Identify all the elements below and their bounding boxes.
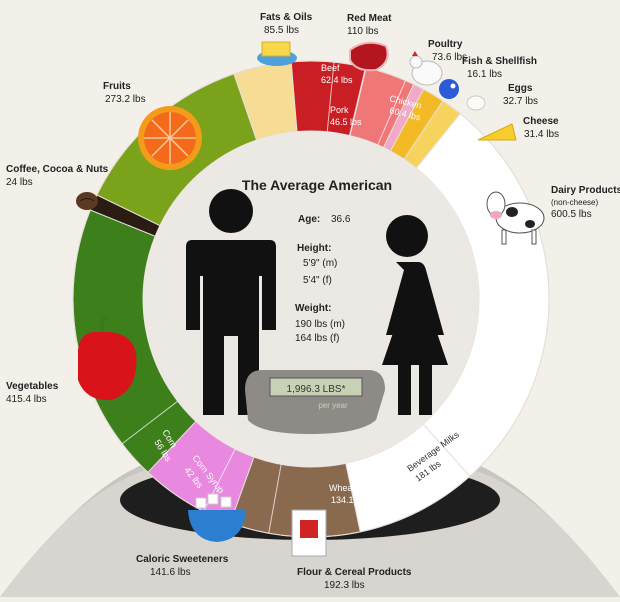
- scale-display: [245, 370, 385, 434]
- age-label: Age:: [298, 214, 320, 225]
- value-pork: 46.5 lbs: [330, 117, 362, 127]
- label-fats-oils: Fats & Oils: [260, 12, 313, 23]
- value-poultry: 73.6 lbs: [432, 52, 467, 63]
- label-flour-cereal: Flour & Cereal Products: [297, 567, 412, 578]
- label-cheese: Cheese: [523, 116, 559, 127]
- value-cheese: 31.4 lbs: [524, 129, 559, 140]
- label-coffee: Coffee, Cocoa & Nuts: [6, 164, 109, 175]
- fish-icon: [439, 79, 459, 99]
- label-fish-shellfish: Fish & Shellfish: [462, 56, 537, 67]
- cow-icon: [486, 191, 545, 245]
- label-eggs: Eggs: [508, 83, 533, 94]
- red-meat-icon: [349, 41, 389, 72]
- label-dairy: Dairy Products: [551, 185, 620, 196]
- sugar-bowl-icon: [188, 493, 246, 542]
- sub-divider-pork: [348, 67, 366, 136]
- label-dairy-sub: (non-cheese): [551, 198, 598, 207]
- cheese-icon: [477, 123, 517, 141]
- sub-divider-beef: [326, 62, 335, 132]
- male-figure-icon: [186, 189, 276, 415]
- age-value: 36.6: [331, 214, 351, 225]
- value-vegetables: 415.4 lbs: [6, 394, 47, 405]
- outer-labels: Fats & Oils 85.5 lbs Red Meat 110 lbs Po…: [6, 12, 620, 591]
- value-flour-cereal: 192.3 lbs: [324, 580, 365, 591]
- value-red-meat: 110 lbs: [347, 26, 379, 37]
- height-female: 5'4" (f): [303, 275, 332, 286]
- chart-title: The Average American: [242, 177, 392, 193]
- weight-male: 190 lbs (m): [295, 319, 345, 330]
- flour-bag-icon: [291, 509, 327, 557]
- value-dairy: 600.5 lbs: [551, 209, 592, 220]
- label-wheat-flour: Wheat flour: [329, 483, 375, 493]
- weight-female: 164 lbs (f): [295, 333, 339, 344]
- label-pork: Pork: [330, 105, 349, 115]
- value-coffee: 24 lbs: [6, 177, 33, 188]
- value-fruits: 273.2 lbs: [105, 94, 146, 105]
- label-vegetables: Vegetables: [6, 381, 59, 392]
- weight-label: Weight:: [295, 303, 331, 314]
- label-beef: Beef: [321, 63, 340, 73]
- pepper-icon: [78, 314, 137, 401]
- label-poultry: Poultry: [428, 39, 463, 50]
- value-sweeteners: 141.6 lbs: [150, 567, 191, 578]
- height-male: 5'9" (m): [303, 258, 337, 269]
- value-beef: 62.4 lbs: [321, 75, 353, 85]
- sub-slices-group: [121, 62, 406, 534]
- label-red-meat: Red Meat: [347, 13, 392, 24]
- label-sweeteners: Caloric Sweeteners: [136, 554, 229, 565]
- coffee-bean-icon: [76, 192, 98, 210]
- value-fish-shellfish: 16.1 lbs: [467, 69, 502, 80]
- butter-icon: [257, 41, 297, 66]
- female-figure-icon: [382, 215, 448, 415]
- sub-divider-wheat-flour: [268, 464, 282, 534]
- orange-icon: [138, 106, 202, 170]
- sub-divider-chicken: [377, 80, 406, 146]
- sub-divider-corn: [121, 400, 178, 445]
- value-fats-oils: 85.5 lbs: [264, 25, 299, 36]
- value-wheat-flour: 134.1 lbs: [331, 495, 368, 505]
- egg-icon: [466, 95, 486, 111]
- total-sub: per year: [318, 401, 348, 410]
- chicken-icon: [409, 51, 443, 86]
- total-weight: 1,996.3 LBS*: [287, 384, 346, 395]
- value-eggs: 32.7 lbs: [503, 96, 538, 107]
- label-fruits: Fruits: [103, 81, 131, 92]
- height-label: Height:: [297, 243, 331, 254]
